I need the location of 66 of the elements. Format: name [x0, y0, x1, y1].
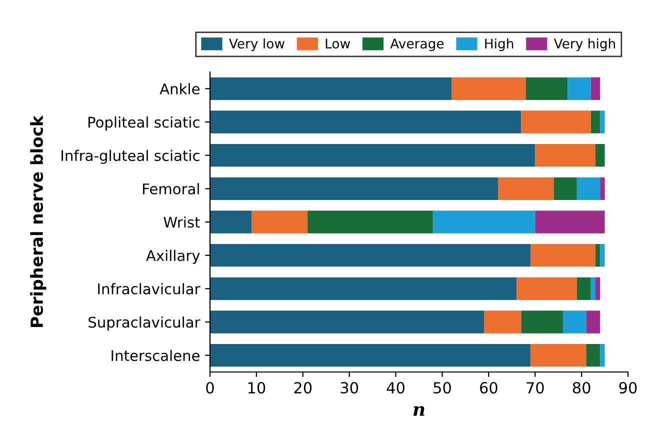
y-tick-label: Popliteal sciatic — [88, 116, 200, 131]
bar — [595, 144, 605, 167]
bar — [586, 310, 600, 334]
bar — [586, 344, 600, 367]
bar — [600, 344, 605, 367]
x-tick-label: 60 — [480, 382, 498, 394]
x-tick-label: 90 — [619, 382, 637, 394]
x-tick-label: 20 — [294, 382, 312, 394]
bar — [590, 110, 600, 134]
bar — [535, 144, 596, 167]
bar — [210, 210, 252, 234]
x-tick-label: 50 — [434, 382, 451, 394]
x-tick-label: 30 — [340, 382, 358, 394]
bar — [210, 110, 522, 134]
y-tick-label: Infra-gluteal sciatic — [62, 150, 200, 164]
legend-label: High — [485, 38, 514, 52]
x-tick-label: 10 — [248, 382, 266, 394]
bar — [210, 144, 536, 167]
x-tick-label: 80 — [572, 382, 590, 394]
bar — [590, 77, 600, 100]
bar — [210, 177, 498, 200]
bar — [576, 277, 591, 300]
bar — [210, 277, 517, 300]
y-tick-label: Infraclavicular — [98, 283, 200, 294]
y-tick-label: Interscalene — [112, 350, 200, 362]
bar — [535, 210, 605, 234]
bar — [498, 177, 554, 200]
x-tick-label: 40 — [386, 382, 404, 394]
bar — [252, 210, 308, 234]
bar — [516, 277, 577, 300]
bar — [452, 77, 526, 100]
bar — [521, 310, 563, 334]
bar — [600, 177, 605, 200]
bar — [210, 244, 530, 267]
legend-label: Low — [326, 38, 350, 49]
bar — [554, 177, 577, 200]
bar — [595, 277, 600, 300]
y-axis-title: Peripheral nerve block — [30, 115, 46, 327]
y-tick-label: Ankle — [160, 83, 200, 94]
bar — [210, 77, 452, 100]
bar — [484, 310, 522, 334]
bar — [590, 277, 596, 300]
y-tick-label: Femoral — [143, 183, 199, 194]
bar — [521, 110, 591, 134]
y-tick-label: Supraclavicular — [88, 316, 200, 331]
bar — [210, 310, 484, 334]
bar — [562, 310, 586, 334]
legend-label: Very low — [229, 38, 284, 52]
bar — [600, 244, 605, 267]
x-tick-label: 0 — [206, 382, 214, 394]
bar — [308, 210, 433, 234]
x-axis-title: n — [413, 406, 424, 416]
bar — [568, 77, 591, 100]
bar — [210, 344, 530, 367]
bar — [526, 77, 568, 100]
x-tick-label: 70 — [526, 382, 544, 394]
y-tick-label: Axillary — [146, 250, 200, 264]
bar — [530, 344, 586, 367]
bar — [576, 177, 600, 200]
y-tick-label: Wrist — [164, 216, 200, 228]
legend-label: Average — [390, 38, 444, 52]
legend-label: Very high — [554, 38, 616, 52]
bar — [432, 210, 536, 234]
bar — [600, 110, 605, 134]
bar — [530, 244, 596, 267]
bar — [595, 244, 600, 267]
